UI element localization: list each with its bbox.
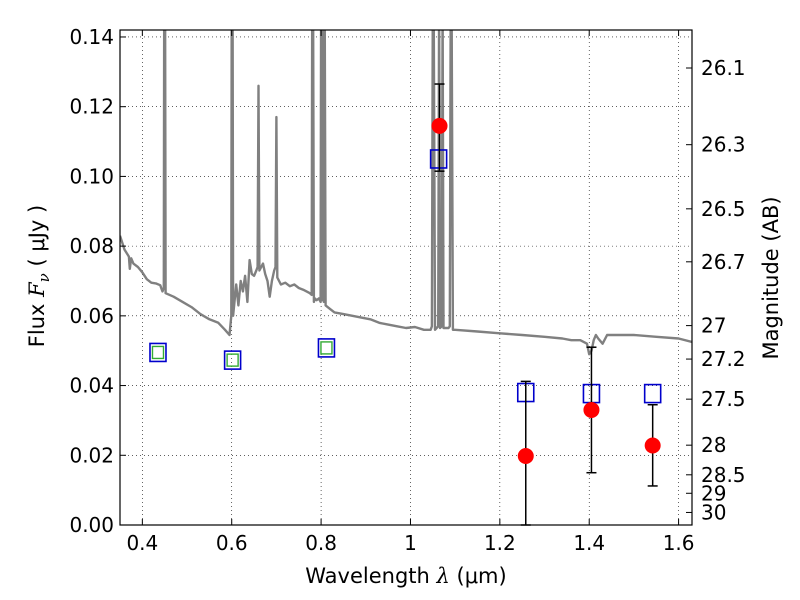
y2-tick-label: 26.3 xyxy=(701,133,746,157)
y2-tick-label: 30 xyxy=(701,500,726,524)
y2-tick-label: 28.5 xyxy=(701,463,746,487)
y2-tick-label: 26.1 xyxy=(701,56,746,80)
grid-lines xyxy=(120,30,692,526)
y2-tick-label: 27.5 xyxy=(701,387,746,411)
green-square-marker xyxy=(226,353,239,367)
x-axis-label: Wavelength λ (μm) xyxy=(305,564,506,588)
x-tick-label: 1 xyxy=(404,531,417,555)
x-tick-label: 1.6 xyxy=(663,531,695,555)
spectrum-series xyxy=(120,30,692,356)
y-tick-label: 0.04 xyxy=(69,374,114,398)
y2-tick-label: 26.7 xyxy=(701,250,746,274)
x-tick-label: 0.8 xyxy=(305,531,337,555)
green-square-marker xyxy=(320,341,333,355)
blue-square-marker xyxy=(429,149,448,169)
red-point-marker xyxy=(517,447,534,464)
y-tick-label: 0.00 xyxy=(69,513,114,537)
green-square-marker xyxy=(151,345,165,360)
red-point-marker xyxy=(431,117,448,134)
spectrum-line xyxy=(120,30,692,356)
y2-axis-label: Magnitude (AB) xyxy=(759,196,783,359)
y-tick-label: 0.06 xyxy=(69,304,114,328)
plot-frame xyxy=(119,29,693,526)
y-axis-label: Flux Fν ( μJy ) xyxy=(25,205,53,347)
blue-square-marker xyxy=(643,383,662,404)
y-tick-label: 0.10 xyxy=(69,164,114,188)
y2-tick-label: 26.5 xyxy=(701,197,746,221)
x-tick-label: 1.4 xyxy=(573,531,605,555)
y2-tick-label: 29 xyxy=(701,481,726,505)
red-point-marker xyxy=(583,401,600,418)
blue-square-marker xyxy=(317,338,336,358)
blue-square-marker xyxy=(149,342,167,363)
photometry-markers xyxy=(149,83,662,526)
x-tick-label: 0.4 xyxy=(126,531,158,555)
y-tick-label: 0.08 xyxy=(69,234,114,258)
x-axis-ticks: 0.4 0.6 0.8 1 1.2 1.4 1.6 xyxy=(126,30,695,555)
y-axis-ticks: 0.00 0.02 0.04 0.06 0.08 0.10 0.12 0.14 xyxy=(69,25,126,537)
y-tick-label: 0.02 xyxy=(69,443,114,467)
red-point-marker xyxy=(644,437,661,454)
y2-tick-label: 27.2 xyxy=(701,347,746,371)
y-tick-label: 0.14 xyxy=(69,25,114,49)
y-tick-label: 0.12 xyxy=(69,95,114,119)
y2-tick-label: 28 xyxy=(701,433,726,457)
x-tick-label: 0.6 xyxy=(216,531,248,555)
blue-square-marker xyxy=(223,350,242,370)
y2-tick-label: 27 xyxy=(701,314,726,338)
x-tick-label: 1.2 xyxy=(484,531,516,555)
